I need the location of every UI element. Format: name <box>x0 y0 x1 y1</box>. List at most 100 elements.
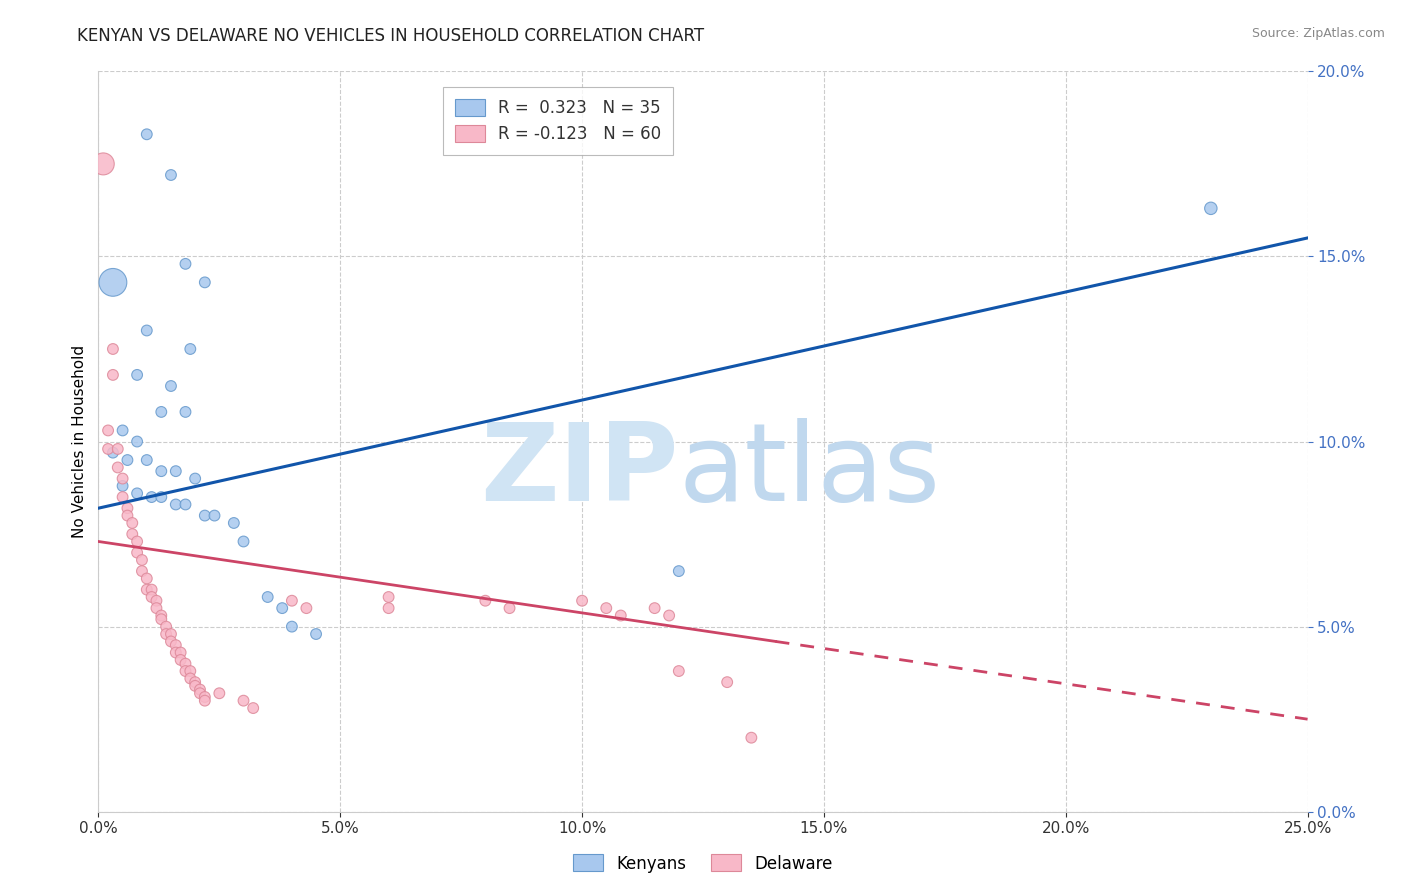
Point <box>610 608 633 623</box>
Point <box>169 653 191 667</box>
Point <box>101 445 124 459</box>
Point <box>184 472 207 486</box>
Point <box>174 657 197 671</box>
Point <box>121 527 143 541</box>
Point <box>281 619 304 633</box>
Point <box>127 534 149 549</box>
Point <box>716 675 738 690</box>
Point <box>150 464 173 478</box>
Point <box>740 731 762 745</box>
Point <box>232 534 254 549</box>
Point <box>174 257 197 271</box>
Point <box>150 490 173 504</box>
Point <box>668 564 690 578</box>
Point <box>595 601 617 615</box>
Point <box>121 516 143 530</box>
Point <box>135 572 157 586</box>
Point <box>184 679 207 693</box>
Point <box>127 434 149 449</box>
Point <box>232 694 254 708</box>
Point <box>165 464 187 478</box>
Point <box>131 553 153 567</box>
Point <box>295 601 318 615</box>
Point <box>101 342 124 356</box>
Point <box>91 157 114 171</box>
Point <box>127 368 149 382</box>
Point <box>194 508 217 523</box>
Point <box>145 601 167 615</box>
Point <box>150 608 173 623</box>
Legend: Kenyans, Delaware: Kenyans, Delaware <box>567 847 839 880</box>
Point <box>150 405 173 419</box>
Point <box>117 453 139 467</box>
Point <box>188 682 211 697</box>
Point <box>668 664 690 678</box>
Point <box>174 498 197 512</box>
Point <box>97 424 120 438</box>
Point <box>141 490 163 504</box>
Point <box>474 593 496 607</box>
Point <box>184 675 207 690</box>
Point <box>498 601 520 615</box>
Text: ZIP: ZIP <box>481 418 679 524</box>
Point <box>179 342 201 356</box>
Point <box>169 646 191 660</box>
Point <box>117 508 139 523</box>
Point <box>174 664 197 678</box>
Text: KENYAN VS DELAWARE NO VEHICLES IN HOUSEHOLD CORRELATION CHART: KENYAN VS DELAWARE NO VEHICLES IN HOUSEH… <box>77 27 704 45</box>
Point <box>305 627 328 641</box>
Point <box>111 472 134 486</box>
Point <box>571 593 593 607</box>
Point <box>160 627 183 641</box>
Point <box>97 442 120 456</box>
Point <box>135 128 157 142</box>
Point <box>101 368 124 382</box>
Point <box>208 686 231 700</box>
Point <box>160 168 183 182</box>
Point <box>141 582 163 597</box>
Point <box>107 460 129 475</box>
Legend: R =  0.323   N = 35, R = -0.123   N = 60: R = 0.323 N = 35, R = -0.123 N = 60 <box>443 87 673 155</box>
Point <box>377 601 399 615</box>
Point <box>256 590 278 604</box>
Point <box>111 490 134 504</box>
Point <box>174 405 197 419</box>
Y-axis label: No Vehicles in Household: No Vehicles in Household <box>72 345 87 538</box>
Point <box>131 564 153 578</box>
Point <box>155 627 177 641</box>
Point <box>222 516 245 530</box>
Point <box>271 601 294 615</box>
Point <box>242 701 264 715</box>
Point <box>117 501 139 516</box>
Point <box>135 582 157 597</box>
Point <box>179 672 201 686</box>
Point <box>127 545 149 560</box>
Point <box>107 442 129 456</box>
Point <box>658 608 681 623</box>
Point <box>179 664 201 678</box>
Point <box>204 508 226 523</box>
Point <box>145 593 167 607</box>
Point <box>141 590 163 604</box>
Point <box>111 424 134 438</box>
Text: atlas: atlas <box>679 418 941 524</box>
Point <box>135 453 157 467</box>
Point <box>165 646 187 660</box>
Point <box>644 601 666 615</box>
Point <box>111 479 134 493</box>
Text: Source: ZipAtlas.com: Source: ZipAtlas.com <box>1251 27 1385 40</box>
Point <box>1199 202 1222 216</box>
Point <box>165 498 187 512</box>
Point <box>281 593 304 607</box>
Point <box>160 634 183 648</box>
Point <box>188 686 211 700</box>
Point <box>127 486 149 500</box>
Point <box>150 612 173 626</box>
Point <box>155 619 177 633</box>
Point <box>194 694 217 708</box>
Point <box>101 276 124 290</box>
Point <box>165 638 187 652</box>
Point <box>135 324 157 338</box>
Point <box>160 379 183 393</box>
Point <box>377 590 399 604</box>
